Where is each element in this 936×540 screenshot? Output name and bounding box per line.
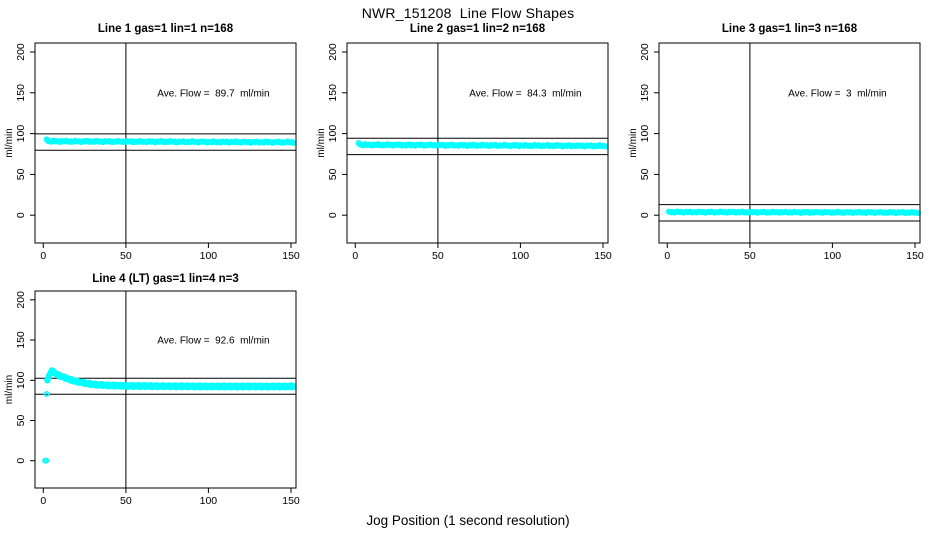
x-tick-label: 0 xyxy=(664,250,670,262)
x-tick-label: 50 xyxy=(120,250,132,262)
ave-flow-annotation: Ave. Flow = 89.7 ml/min xyxy=(157,88,269,99)
panel-line-1: 0 50 100 150 0 50 100 150 200 ml/min Line 1 gas=1 … xyxy=(4,23,300,262)
figure-title: NWR_151208 Line Flow Shapes xyxy=(361,5,575,21)
x-tick-label: 100 xyxy=(512,250,530,262)
x-tick-label: 100 xyxy=(200,250,218,262)
y-tick-label: 0 xyxy=(639,212,651,218)
panel-title: Line 4 (LT) gas=1 lin=4 n=3 xyxy=(92,273,238,285)
y-tick-label: 0 xyxy=(327,212,339,218)
y-tick-label: 200 xyxy=(639,43,651,61)
x-tick-label: 0 xyxy=(40,495,46,507)
y-tick-label: 150 xyxy=(15,331,27,349)
ave-flow-annotation: Ave. Flow = 3 ml/min xyxy=(788,88,886,99)
y-tick-label: 200 xyxy=(15,43,27,61)
x-tick-label: 100 xyxy=(200,495,218,507)
x-tick-label: 0 xyxy=(40,250,46,262)
y-tick-label: 100 xyxy=(639,125,651,143)
flow-data-points xyxy=(355,140,609,150)
flow-data-points xyxy=(43,136,297,146)
y-axis-label: ml/min xyxy=(628,128,639,157)
y-tick-label: 100 xyxy=(15,125,27,143)
y-tick-label: 150 xyxy=(15,84,27,102)
panel-title: Line 1 gas=1 lin=1 n=168 xyxy=(98,23,234,35)
figure-x-axis-label: Jog Position (1 second resolution) xyxy=(366,513,570,528)
plot-box xyxy=(34,290,297,489)
x-tick-label: 50 xyxy=(432,250,444,262)
flow-data-points xyxy=(42,367,297,464)
panel-line-3: 0 50 100 150 0 50 100 150 200 ml/min Line 3 gas=1 … xyxy=(628,23,924,262)
x-tick-label: 150 xyxy=(282,495,300,507)
y-tick-label: 0 xyxy=(15,212,27,218)
y-tick-label: 0 xyxy=(15,458,27,464)
y-axis-label: ml/min xyxy=(316,128,327,157)
y-tick-label: 200 xyxy=(15,291,27,309)
x-tick-label: 50 xyxy=(744,250,756,262)
ave-flow-annotation: Ave. Flow = 84.3 ml/min xyxy=(469,88,581,99)
y-tick-label: 50 xyxy=(327,168,339,180)
data-point xyxy=(43,457,50,464)
panel-title: Line 2 gas=1 lin=2 n=168 xyxy=(410,23,546,35)
y-axis-label: ml/min xyxy=(4,375,15,404)
y-tick-label: 50 xyxy=(639,168,651,180)
ave-flow-annotation: Ave. Flow = 92.6 ml/min xyxy=(157,336,269,347)
panel-line-2: 0 50 100 150 0 50 100 150 200 ml/min Line 2 gas=1 … xyxy=(316,23,612,262)
y-tick-label: 100 xyxy=(15,371,27,389)
x-tick-label: 50 xyxy=(120,495,132,507)
x-tick-label: 150 xyxy=(282,250,300,262)
y-tick-label: 200 xyxy=(327,43,339,61)
plot-box xyxy=(34,42,297,244)
y-tick-label: 150 xyxy=(639,84,651,102)
y-tick-label: 100 xyxy=(327,125,339,143)
y-tick-label: 150 xyxy=(327,84,339,102)
panel-line-4: 0 50 100 150 0 50 100 150 200 ml/min Line 4 (LT) g… xyxy=(4,273,300,507)
flow-data-points xyxy=(665,208,921,217)
panel-title: Line 3 gas=1 lin=3 n=168 xyxy=(722,23,858,35)
x-tick-label: 150 xyxy=(594,250,612,262)
y-axis-label: ml/min xyxy=(4,128,15,157)
data-point xyxy=(43,390,50,397)
x-tick-label: 150 xyxy=(906,250,924,262)
y-tick-label: 50 xyxy=(15,415,27,427)
y-tick-label: 50 xyxy=(15,168,27,180)
plot-box xyxy=(346,42,609,244)
x-tick-label: 100 xyxy=(824,250,842,262)
x-tick-label: 0 xyxy=(352,250,358,262)
plot-box xyxy=(658,42,921,244)
